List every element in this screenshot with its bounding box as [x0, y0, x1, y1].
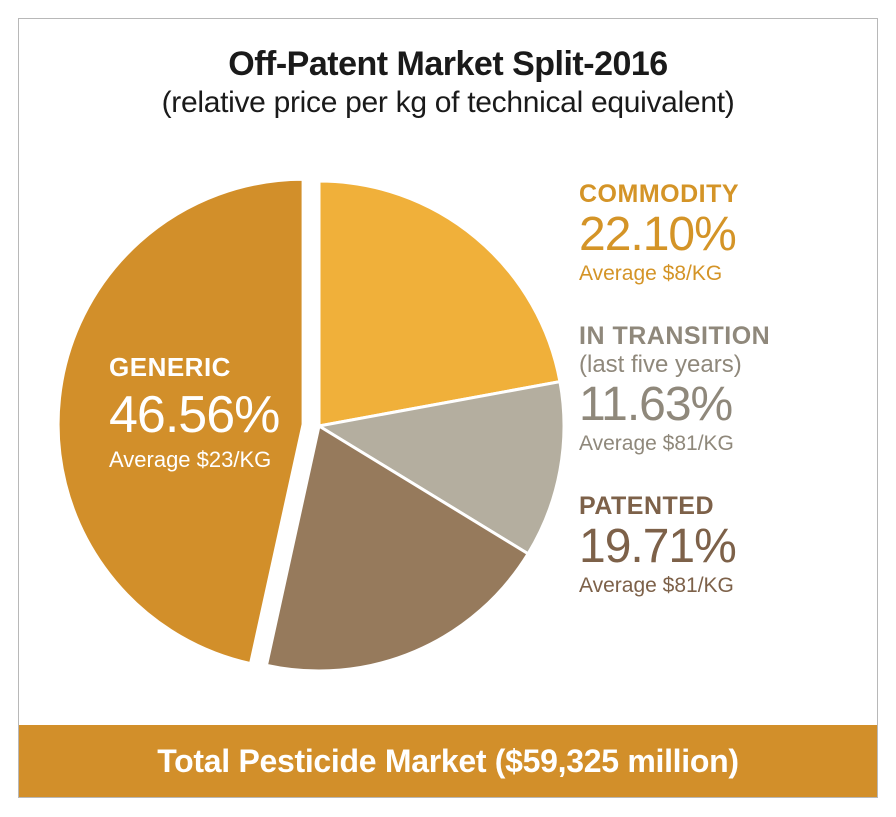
title-block: Off-Patent Market Split-2016 (relative p…	[19, 19, 877, 120]
generic-average: Average $23/KG	[109, 447, 279, 473]
patented-percent: 19.71%	[579, 519, 839, 574]
transition-category: IN TRANSITION	[579, 322, 839, 351]
generic-percent: 46.56%	[109, 385, 279, 445]
patented-average: Average $81/KG	[579, 574, 839, 598]
chart-subtitle: (relative price per kg of technical equi…	[19, 86, 877, 120]
slice-label-commodity: COMMODITY 22.10% Average $8/KG	[579, 180, 839, 286]
slice-label-generic: GENERIC 46.56% Average $23/KG	[109, 352, 279, 473]
generic-category: GENERIC	[109, 352, 279, 383]
right-labels: COMMODITY 22.10% Average $8/KG IN TRANSI…	[579, 180, 839, 634]
slice-label-transition: IN TRANSITION (last five years) 11.63% A…	[579, 322, 839, 456]
commodity-percent: 22.10%	[579, 207, 839, 262]
commodity-average: Average $8/KG	[579, 262, 839, 286]
chart-title: Off-Patent Market Split-2016	[19, 45, 877, 84]
commodity-category: COMMODITY	[579, 180, 839, 209]
patented-category: PATENTED	[579, 492, 839, 521]
transition-average: Average $81/KG	[579, 432, 839, 456]
footer-bar: Total Pesticide Market ($59,325 million)	[19, 725, 877, 797]
footer-text: Total Pesticide Market ($59,325 million)	[157, 743, 738, 780]
chart-card: Off-Patent Market Split-2016 (relative p…	[18, 18, 878, 798]
chart-area: GENERIC 46.56% Average $23/KG COMMODITY …	[19, 120, 877, 690]
transition-sublabel: (last five years)	[579, 351, 839, 379]
slice-label-patented: PATENTED 19.71% Average $81/KG	[579, 492, 839, 598]
transition-percent: 11.63%	[579, 377, 839, 432]
